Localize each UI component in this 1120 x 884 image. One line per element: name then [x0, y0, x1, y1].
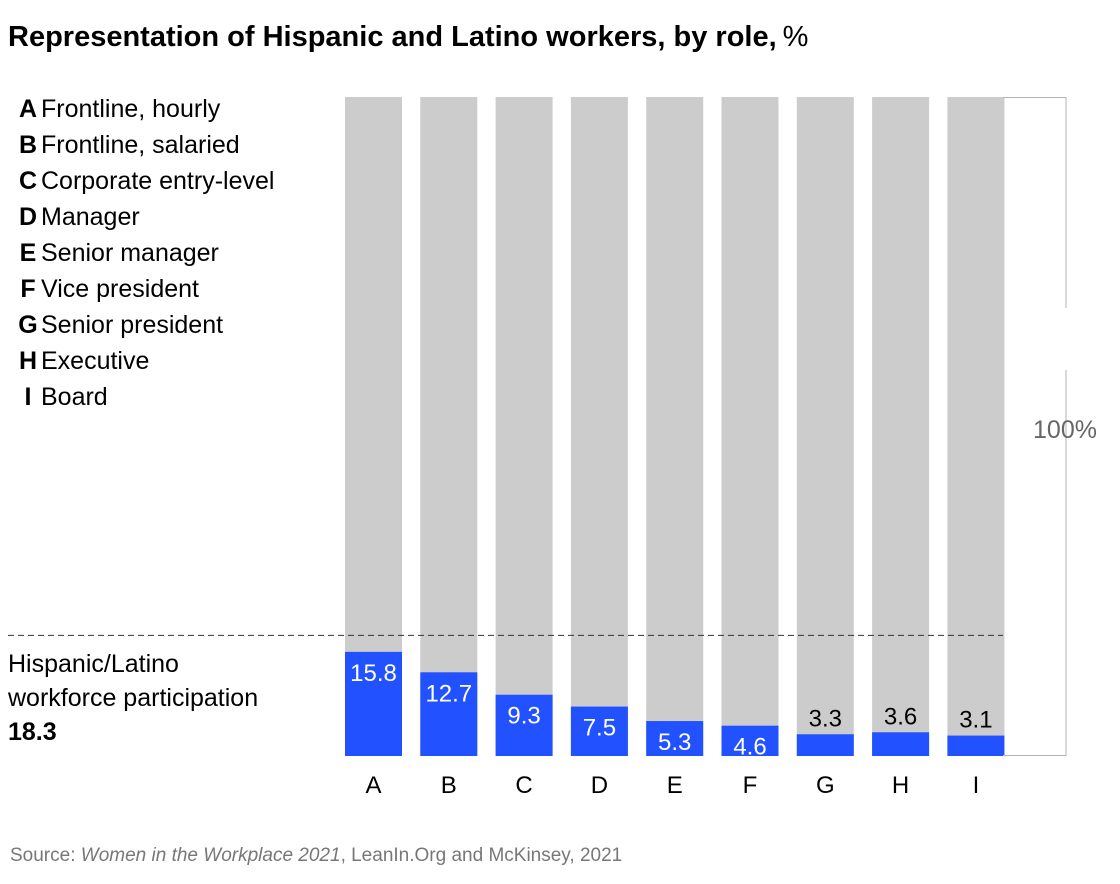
- bar-data-label: 5.3: [658, 729, 691, 756]
- x-tick-label: B: [441, 772, 457, 799]
- legend-label: Manager: [41, 203, 140, 231]
- legend-key: D: [19, 203, 37, 231]
- reference-label-line2: workforce participation: [7, 684, 258, 712]
- bar-data-label: 4.6: [733, 734, 766, 761]
- legend-key: I: [25, 383, 32, 411]
- bar-data-label: 3.1: [959, 707, 992, 734]
- legend-key: F: [20, 275, 35, 303]
- legend-key: A: [19, 95, 37, 123]
- legend-label: Executive: [41, 347, 149, 375]
- legend-label: Corporate entry-level: [41, 167, 274, 195]
- reference-label-line1: Hispanic/Latino: [8, 650, 179, 678]
- chart-title-unit: %: [783, 21, 809, 53]
- x-tick-label: A: [365, 772, 381, 799]
- legend-key: C: [19, 167, 37, 195]
- bar-value: [495, 694, 553, 756]
- bar-background: [646, 97, 704, 756]
- bar-data-label: 9.3: [507, 703, 540, 730]
- x-tick-label: C: [515, 772, 532, 799]
- bar-value: [796, 734, 854, 756]
- bar-background: [420, 97, 478, 756]
- bar-data-label: 3.6: [884, 703, 917, 730]
- bar-background: [721, 97, 779, 756]
- legend-label: Senior president: [41, 311, 223, 339]
- bar-data-label: 7.5: [583, 715, 616, 742]
- legend-label: Senior manager: [41, 239, 219, 267]
- bar-value: [872, 732, 930, 756]
- x-tick-label: I: [973, 772, 980, 799]
- chart-title: Representation of Hispanic and Latino wo…: [8, 21, 808, 53]
- bar-background: [495, 97, 553, 756]
- legend-key: E: [20, 239, 37, 267]
- reference-value: 18.3: [8, 718, 57, 746]
- source-title: Women in the Workplace 2021: [81, 845, 341, 866]
- x-tick-label: D: [591, 772, 608, 799]
- legend-key: B: [19, 131, 37, 159]
- legend-label: Frontline, salaried: [41, 131, 240, 159]
- bar-value: [570, 706, 628, 756]
- bar-value: [646, 721, 704, 756]
- x-tick-label: F: [743, 772, 758, 799]
- chart-title-text: Representation of Hispanic and Latino wo…: [8, 21, 777, 53]
- bar-data-label: 12.7: [425, 680, 472, 707]
- legend-label: Board: [41, 383, 108, 411]
- bar-background: [947, 97, 1005, 756]
- total-label: 100%: [1033, 416, 1097, 444]
- legend-key: G: [18, 311, 37, 339]
- bar-data-label: 15.8: [350, 660, 397, 687]
- bar-data-label: 3.3: [809, 705, 842, 732]
- bar-value: [947, 735, 1005, 756]
- total-bracket: [1003, 97, 1067, 756]
- legend-label: Frontline, hourly: [41, 95, 221, 123]
- bars: 15.8 A 12.7 B 9.3 C 7.5 D 5.3 E 4.6 F 3.3 G 3.6 H 3.1 I: [345, 97, 1005, 799]
- bar-value: [345, 651, 402, 756]
- source-note: Source: Women in the Workplace 2021, Lea…: [10, 845, 622, 866]
- x-tick-label: E: [667, 772, 683, 799]
- bar-value: [721, 725, 779, 756]
- bar-background: [796, 97, 854, 756]
- bar-value: [420, 672, 478, 756]
- source-suffix: , LeanIn.Org and McKinsey, 2021: [341, 845, 623, 866]
- bar-background: [872, 97, 930, 756]
- bar-background: [570, 97, 628, 756]
- legend-key: H: [19, 347, 37, 375]
- x-tick-label: H: [892, 772, 909, 799]
- x-tick-label: G: [816, 772, 835, 799]
- legend-label: Vice president: [41, 275, 199, 303]
- bar-background: [345, 97, 402, 756]
- source-prefix: Source:: [10, 845, 81, 866]
